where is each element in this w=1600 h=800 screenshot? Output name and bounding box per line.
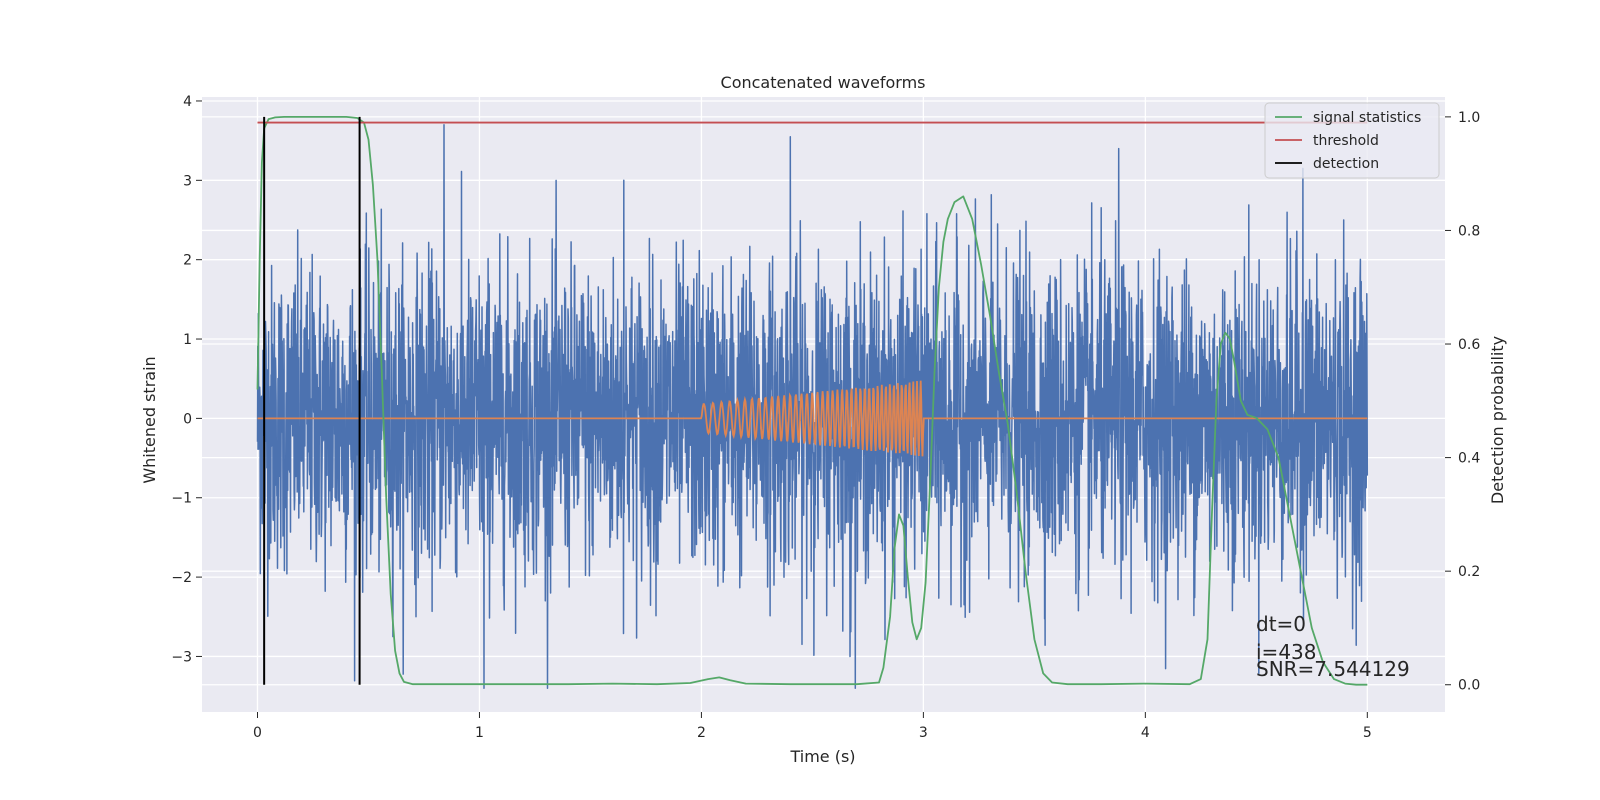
annotation-snr: SNR=7.544129 [1256, 657, 1410, 681]
legend-label-threshold: threshold [1313, 133, 1379, 149]
y-right-tick-label: 1.0 [1458, 110, 1480, 126]
y-right-tick-label: 0.2 [1458, 564, 1480, 580]
y-right-tick-label: 0.4 [1458, 451, 1480, 467]
y-tick-label: −1 [171, 491, 192, 507]
y-tick-label: 4 [183, 94, 192, 110]
y-tick-label: 0 [183, 411, 192, 427]
strain-series [256, 124, 1369, 689]
annotation-index: i=438 [1256, 640, 1317, 664]
series-layer [256, 116, 1369, 689]
y-right-tick-label: 0.0 [1458, 678, 1480, 694]
y-tick-label: 1 [183, 332, 192, 348]
legend-label-statistics: signal statistics [1313, 110, 1421, 126]
y-right-tick-label: 0.6 [1458, 337, 1480, 353]
legend: signal statistics threshold detection [1264, 102, 1440, 179]
legend-box [1264, 102, 1440, 179]
y-tick-label: −3 [171, 649, 192, 665]
chart-title: Concatenated waveforms [721, 73, 926, 92]
x-tick-label: 3 [919, 725, 928, 741]
x-axis-label: Time (s) [789, 747, 855, 766]
x-tick-label: 4 [1141, 725, 1150, 741]
y-tick-label: 2 [183, 253, 192, 269]
ticks-layer: −3 −2 −1 0 1 2 3 4 0 1 2 3 4 5 0.0 0.2 0.4 0.6 0.8 1.0 [171, 94, 1480, 741]
legend-label-detection: detection [1313, 156, 1379, 172]
y-axis-right-label: Detection probability [1488, 336, 1507, 504]
statistics-series [256, 116, 1368, 686]
annotation-dt: dt=0 [1256, 612, 1306, 636]
injection-series [257, 380, 1368, 457]
x-tick-label: 1 [475, 725, 484, 741]
y-right-tick-label: 0.8 [1458, 223, 1480, 239]
y-axis-label: Whitened strain [140, 356, 159, 483]
y-tick-label: −2 [171, 570, 192, 586]
y-tick-label: 3 [183, 173, 192, 189]
x-tick-label: 2 [697, 725, 706, 741]
x-tick-label: 5 [1363, 725, 1372, 741]
x-tick-label: 0 [253, 725, 262, 741]
